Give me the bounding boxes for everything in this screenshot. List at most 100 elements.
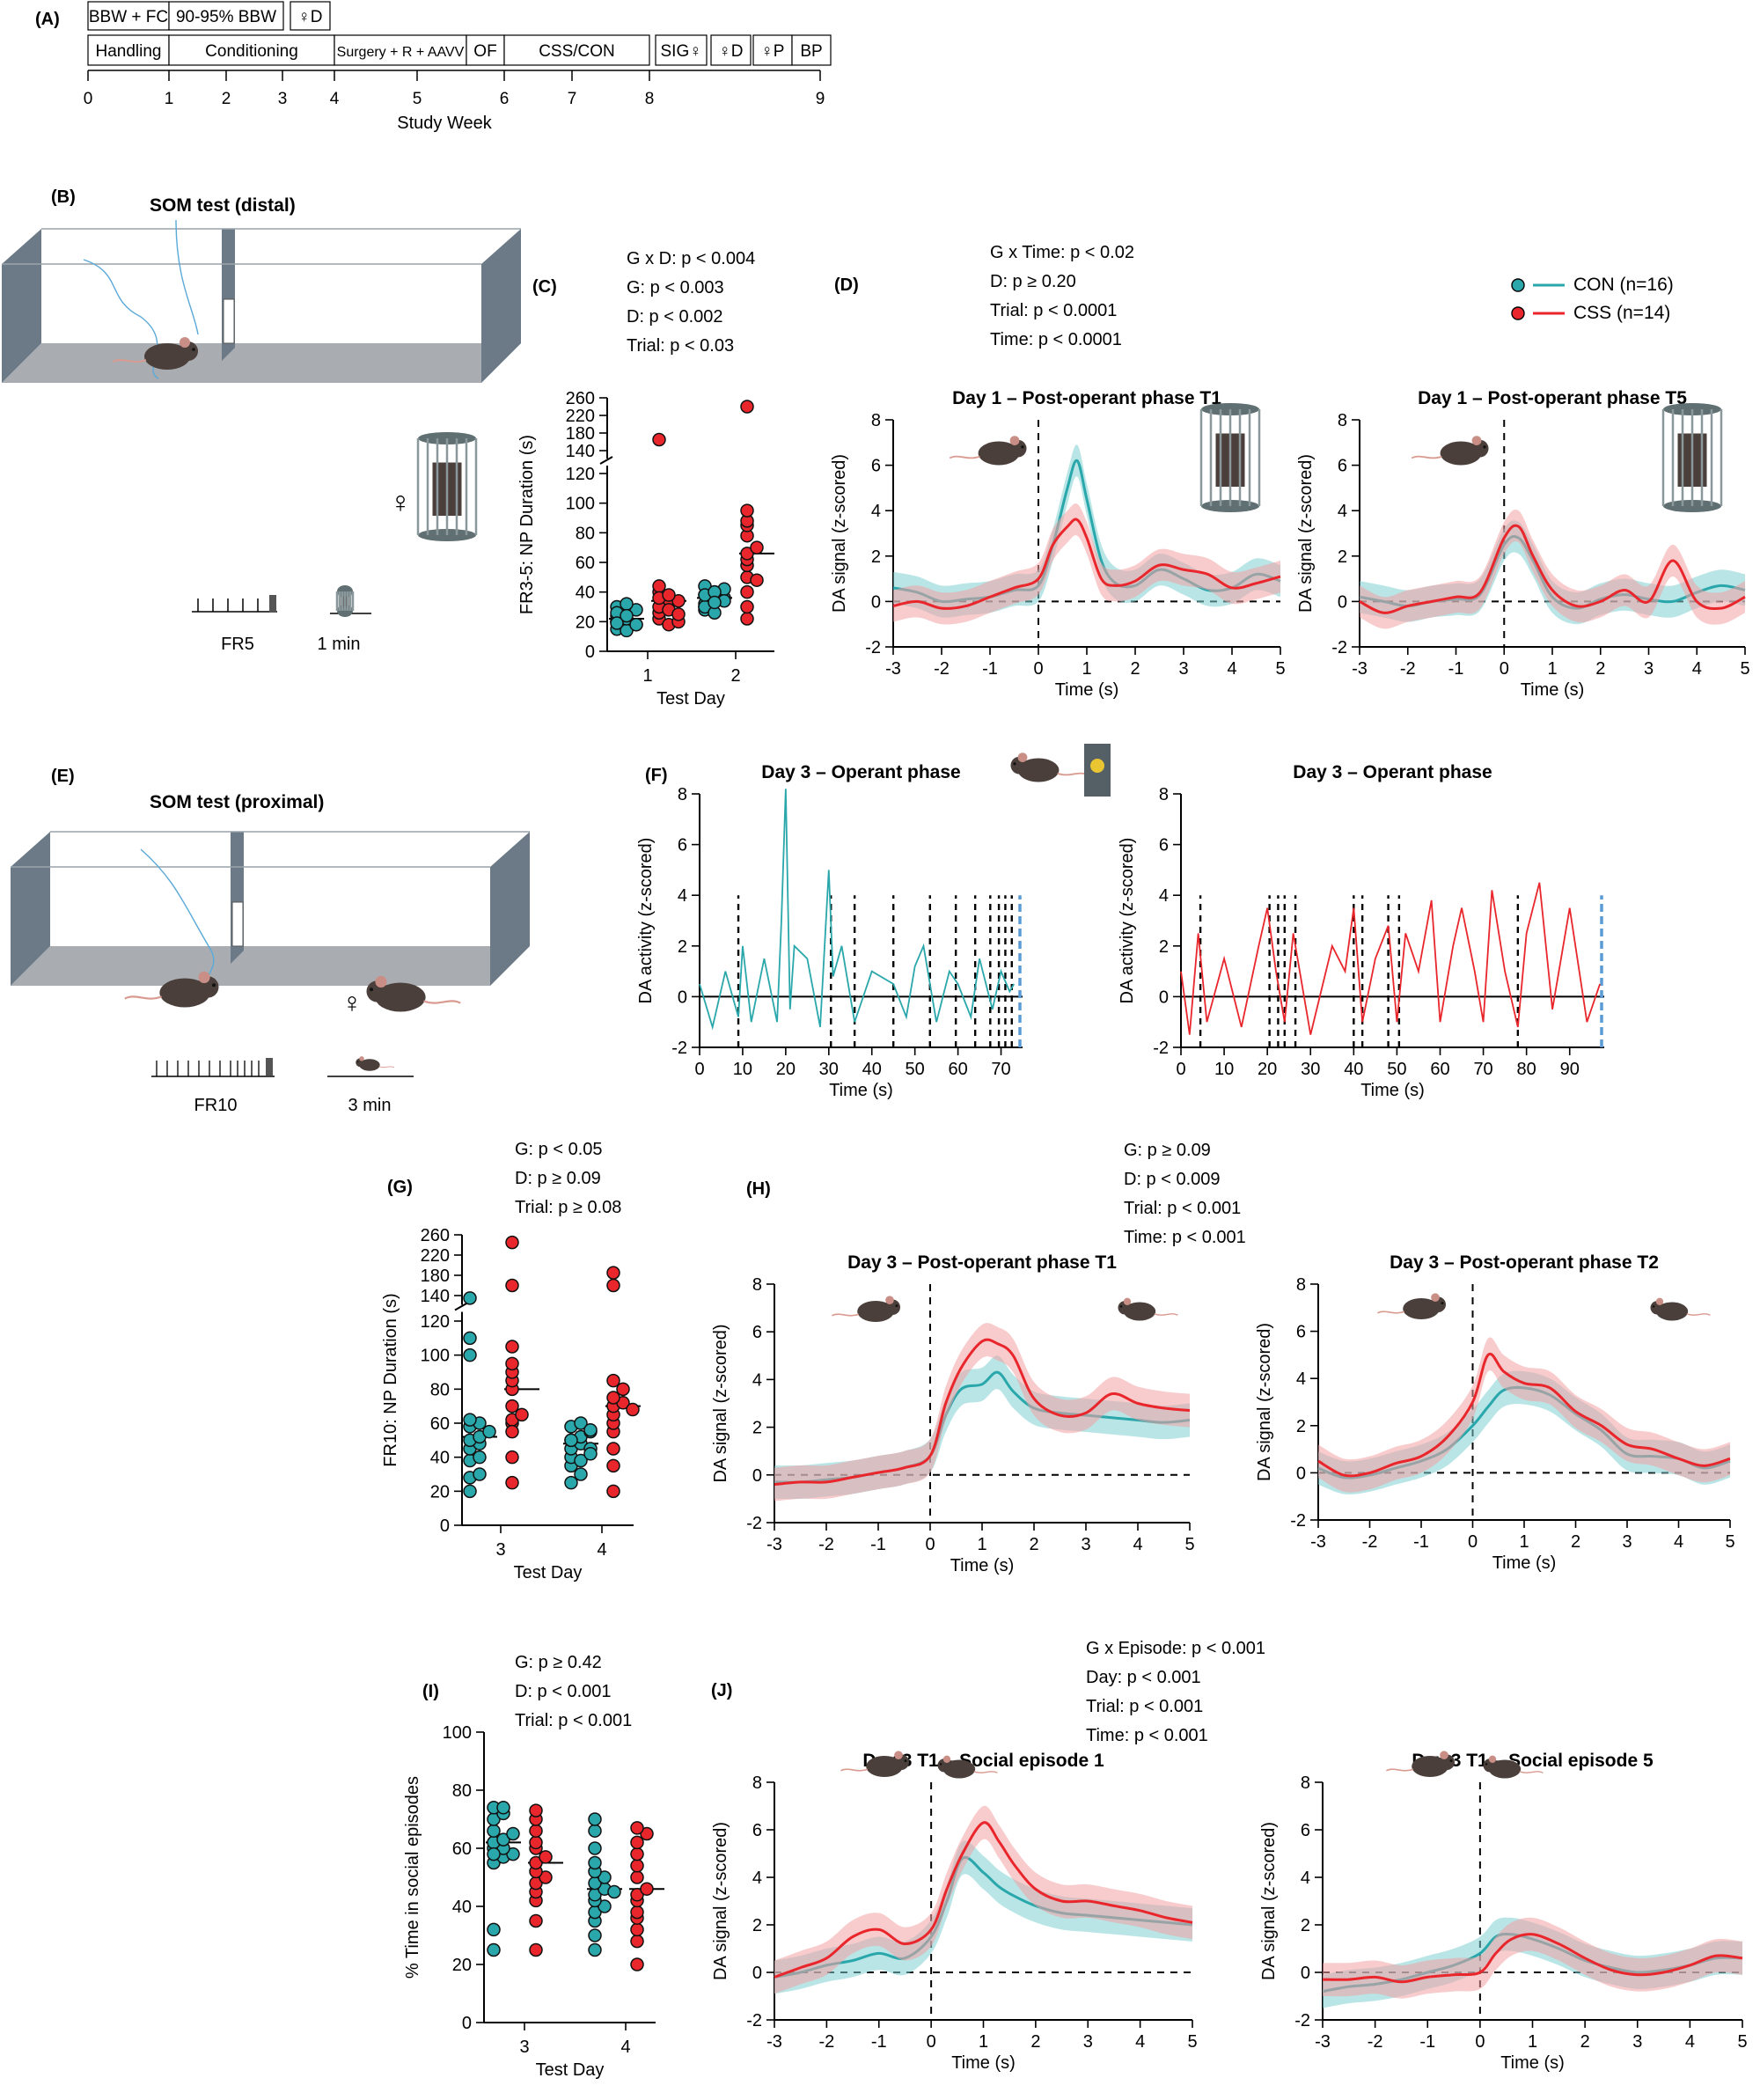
arena-door xyxy=(231,901,244,947)
y-tick-label: 2 xyxy=(871,547,881,567)
y-tick-label: 4 xyxy=(752,1370,762,1390)
data-point xyxy=(463,1331,477,1346)
data-point xyxy=(630,1934,644,1949)
y-tick-label: 0 xyxy=(1338,592,1347,612)
timeline-tick-label: 4 xyxy=(330,90,340,108)
mouse-eye xyxy=(1652,1305,1655,1308)
x-tick-label: 5 xyxy=(1187,2032,1197,2052)
duration-label: 1 min xyxy=(318,635,361,654)
timeline-tick-label: 6 xyxy=(500,90,510,108)
mean-line xyxy=(1359,524,1746,614)
x-tick-label: 50 xyxy=(1387,1060,1406,1079)
timeline-box-label: ♀D xyxy=(719,42,744,61)
y-tick-label: 60 xyxy=(576,554,595,573)
data-point xyxy=(607,1884,621,1899)
y-tick-label: 2 xyxy=(1301,1916,1310,1935)
timeline-top-box xyxy=(290,1,331,31)
x-tick-label: 4 xyxy=(620,2038,630,2057)
axis-break-mark xyxy=(599,456,613,465)
female-symbol: ♀ xyxy=(341,987,363,1018)
data-point xyxy=(588,1841,602,1855)
x-tick-label: 2 xyxy=(1029,1535,1038,1554)
mean-line xyxy=(1317,1352,1731,1478)
legend-marker xyxy=(1511,306,1525,320)
mouse-tail xyxy=(1154,1313,1178,1316)
stats-j: G x Episode: p < 0.001 xyxy=(1086,1639,1265,1658)
mean-line xyxy=(774,1821,1193,1979)
mouse-ear xyxy=(180,337,190,348)
schedule-label: FR10 xyxy=(194,1096,238,1115)
mouse-ear xyxy=(1123,1297,1132,1305)
timeline-tick-label: 7 xyxy=(568,90,577,108)
data-point xyxy=(473,1450,487,1465)
stats-d: Trial: p < 0.0001 xyxy=(990,301,1117,320)
stimulus-mouse-icon xyxy=(366,975,461,1012)
x-tick-label: -1 xyxy=(870,1535,886,1554)
x-axis-title: Time (s) xyxy=(950,1556,1015,1575)
mouse-body xyxy=(359,1059,380,1071)
x-tick-label: 3 xyxy=(1622,1532,1632,1552)
y-tick-label: 180 xyxy=(421,1267,450,1286)
mouse-icon xyxy=(112,337,198,370)
x-tick-label: -1 xyxy=(1419,2032,1435,2052)
stats-i: G: p ≥ 0.42 xyxy=(515,1653,602,1672)
data-point xyxy=(505,1424,519,1439)
data-point xyxy=(588,1928,602,1942)
y-tick-label: -2 xyxy=(671,1039,687,1058)
x-tick-label: 5 xyxy=(1275,659,1285,679)
data-point xyxy=(588,1824,602,1838)
chart-title: Day 3 T1 – Social episode 1 xyxy=(862,1751,1104,1771)
mouse-tail xyxy=(1686,1313,1711,1316)
mouse-ear xyxy=(1017,753,1028,762)
y-tick-label: 20 xyxy=(576,613,595,632)
y-tick-label: 2 xyxy=(1159,937,1169,957)
mouse-body xyxy=(144,343,190,370)
y-tick-label: 6 xyxy=(871,457,881,476)
y-tick-label: 8 xyxy=(1301,1773,1310,1793)
y-axis-title: DA signal (z-scored) xyxy=(1255,1323,1274,1481)
data-point xyxy=(588,1942,602,1957)
y-axis-title: DA signal (z-scored) xyxy=(1259,1822,1279,1980)
arena-floor xyxy=(2,343,521,383)
y-tick-label: 100 xyxy=(566,495,595,514)
y-tick-label: 2 xyxy=(678,937,687,957)
mouse-tail xyxy=(1386,1768,1414,1772)
y-tick-label: 80 xyxy=(452,1781,472,1801)
data-point xyxy=(529,1942,543,1957)
y-tick-label: 260 xyxy=(566,389,595,408)
x-tick-label: 20 xyxy=(1258,1060,1277,1079)
panel-label-f: (F) xyxy=(645,766,668,785)
y-tick-label: -2 xyxy=(865,638,881,657)
y-axis-title: FR3-5: NP Duration (s) xyxy=(517,435,537,614)
mini-mouse-icon xyxy=(356,1056,395,1071)
y-axis-title: DA activity (z-scored) xyxy=(636,838,656,1004)
mouse-tail xyxy=(1519,1771,1544,1773)
y-tick-label: 4 xyxy=(678,886,687,906)
mouse-ear xyxy=(885,1296,894,1304)
y-tick-label: 180 xyxy=(566,424,595,444)
timeline-box xyxy=(334,34,467,66)
mouse-icon xyxy=(1411,436,1489,466)
x-tick-label: 30 xyxy=(1301,1060,1320,1079)
x-tick-label: 3 xyxy=(1178,659,1188,679)
x-tick-label: -3 xyxy=(766,2032,782,2052)
mouse-eye xyxy=(1021,445,1024,449)
x-tick-label: 3 xyxy=(1644,659,1654,679)
mouse-ear xyxy=(1009,436,1020,445)
mouse-tail xyxy=(112,359,147,363)
x-tick-label: 10 xyxy=(1214,1060,1234,1079)
mouse-icon xyxy=(1010,753,1089,782)
y-tick-label: 140 xyxy=(566,442,595,461)
data-point xyxy=(487,1847,501,1861)
stats-g: Trial: p ≥ 0.08 xyxy=(515,1198,621,1217)
y-tick-label: 0 xyxy=(752,1466,762,1486)
x-tick-label: 1 xyxy=(977,1535,986,1554)
stats-i: Trial: p < 0.001 xyxy=(515,1711,632,1730)
mouse-ear xyxy=(198,971,210,983)
data-point xyxy=(506,1826,520,1841)
mouse-ear xyxy=(1431,1293,1440,1302)
stats-c: D: p < 0.002 xyxy=(627,307,723,327)
data-point xyxy=(740,503,754,518)
